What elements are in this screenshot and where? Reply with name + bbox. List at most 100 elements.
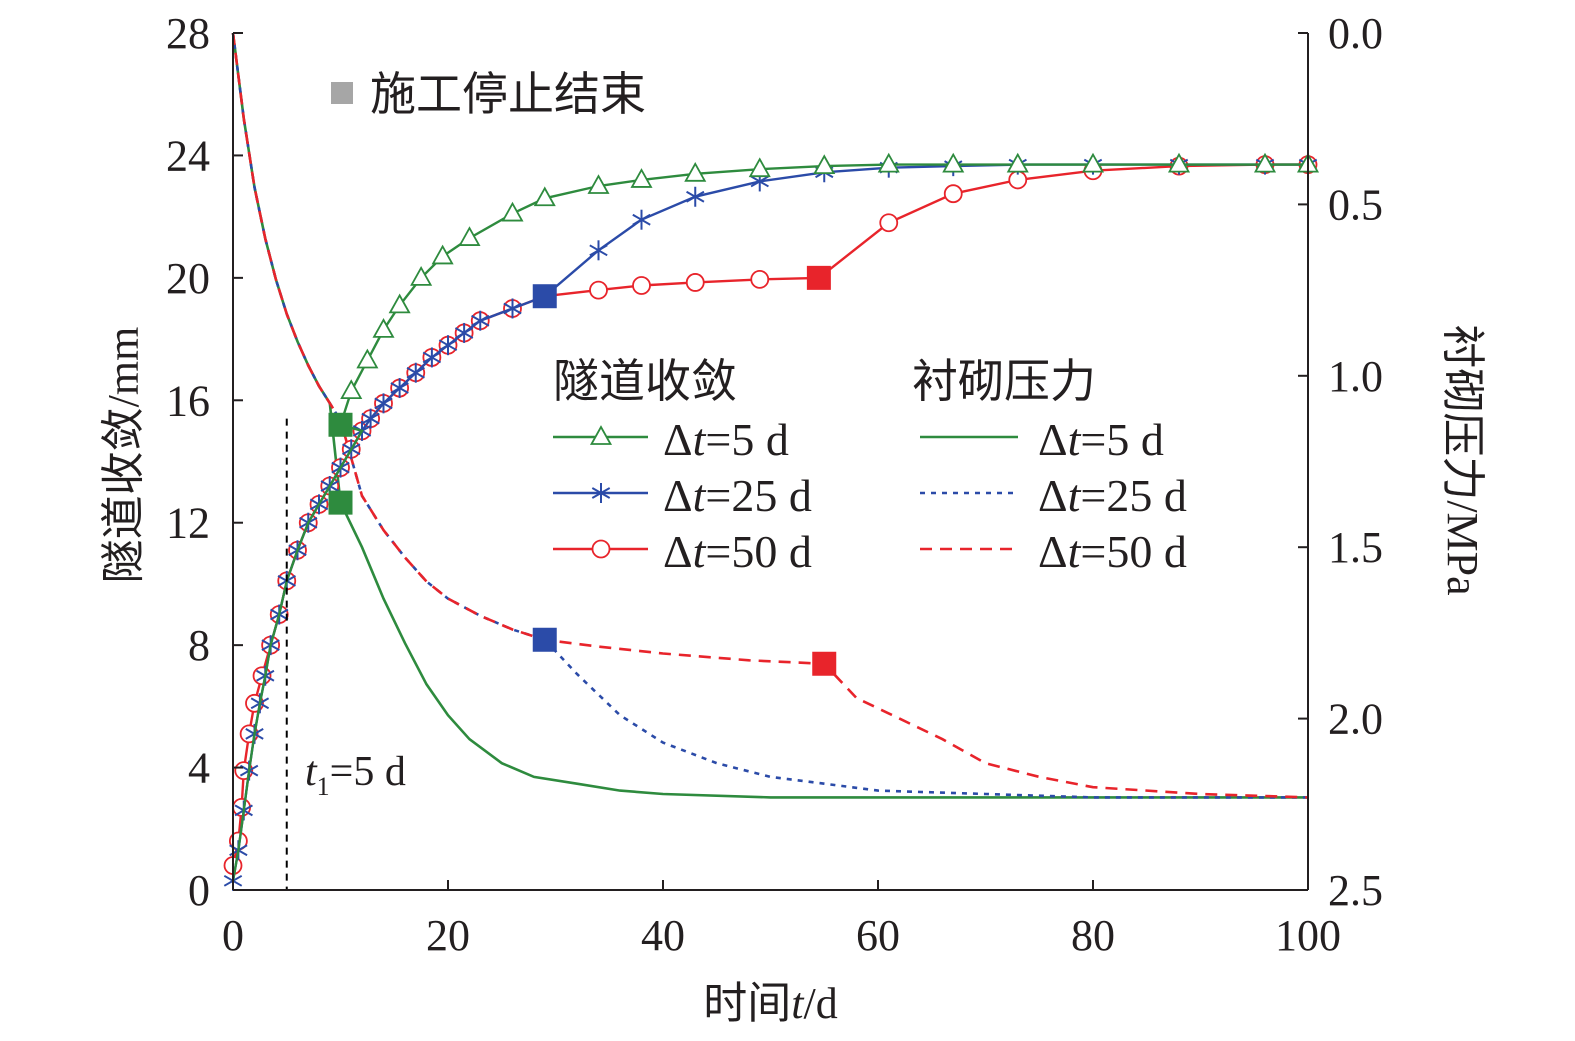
convergence-point-1-27 [589, 240, 608, 261]
convergence-point-0-30-shape [748, 157, 771, 178]
convergence-point-2-29 [685, 273, 705, 292]
convergence-point-0-33-shape [942, 152, 965, 173]
convergence-point-2-6-shape [252, 666, 272, 686]
convergence-point-1-29 [686, 186, 705, 207]
convergence-point-2-33-shape [943, 184, 963, 204]
y-right-axis-title: 衬砌压力/MPa [1438, 324, 1487, 595]
y-left-tick-label-4: 16 [166, 376, 210, 425]
legend-convergence-title: 隧道收敛 [553, 356, 737, 407]
y-right-tick-label-5: 2.5 [1328, 866, 1383, 915]
legend-stop-end-label: 施工停止结束 [370, 69, 646, 120]
convergence-point-0-28 [630, 168, 653, 188]
x-tick-label-4: 80 [1071, 911, 1115, 960]
convergence-point-0-29 [684, 161, 707, 182]
legend-convergence-marker-1-ray-2 [591, 487, 611, 499]
convergence-point-0-32-shape [877, 152, 900, 173]
convergence-point-2-28-shape [632, 276, 651, 295]
convergence-point-2-29-shape [685, 273, 705, 292]
legend-pressure-label-2: Δt=50 d [1038, 526, 1187, 577]
convergence-point-1-23 [454, 322, 474, 343]
stop-end-marker-pressure-0 [328, 490, 353, 515]
legend-pressure-label-0: Δt=5 d [1038, 414, 1164, 465]
y-left-tick-label-3: 12 [166, 499, 210, 548]
plot-area: t1=5 d [223, 32, 1320, 891]
convergence-point-1-21 [422, 347, 442, 368]
y-left-tick-label-2: 8 [188, 621, 210, 670]
pressure-line-2 [231, 32, 1309, 799]
convergence-point-0-34-shape [1006, 152, 1029, 173]
axes: 0 20 40 60 80 100 0 4 8 12 16 20 24 28 0.0 0.5 1.0 1.5 2.0… [99, 9, 1487, 1028]
x-axis-title: 时间t/d [703, 979, 837, 1028]
convergence-point-0-29-shape [684, 161, 707, 182]
convergence-point-0-23-shape [431, 244, 454, 265]
convergence-point-0-36 [1167, 152, 1191, 173]
convergence-point-0-28-shape [630, 168, 653, 188]
convergence-point-0-20-shape [372, 318, 395, 338]
y-left-tick-label-6: 24 [166, 131, 210, 180]
convergence-point-1-24-ray-2 [471, 314, 490, 327]
convergence-point-1-24 [471, 310, 490, 331]
convergence-point-1-19 [390, 378, 409, 399]
legend-convergence-label-2: Δt=50 d [663, 526, 812, 577]
legend-convergence-marker-2 [591, 539, 611, 559]
convergence-point-2-27 [589, 280, 608, 300]
convergence-point-1-20-ray-2 [406, 366, 425, 379]
y-left-tick-label-0: 0 [188, 866, 210, 915]
convergence-point-1-17-ray-2 [361, 412, 380, 425]
convergence-point-2-27-shape [589, 280, 608, 300]
convergence-point-0-33 [942, 152, 965, 173]
convergence-point-1-23-ray-2 [454, 327, 474, 339]
convergence-point-0-22-shape [410, 266, 433, 286]
convergence-point-2-33 [943, 184, 963, 204]
t1-annotation: t1=5 d [305, 749, 406, 801]
convergence-point-1-27-ray-2 [589, 244, 608, 257]
legend-convergence-marker-0-shape [589, 425, 613, 445]
convergence-point-0-20 [372, 318, 395, 338]
y-right-tick-label-2: 1.0 [1328, 352, 1383, 401]
convergence-point-0-26 [533, 186, 556, 207]
y-left-tick-label-5: 20 [166, 254, 210, 303]
legend-convergence-marker-1 [591, 483, 611, 503]
x-tick-label-5: 100 [1275, 911, 1341, 960]
convergence-point-0-27 [587, 174, 610, 194]
y-right-tick-label-0: 0.0 [1328, 9, 1383, 58]
convergence-point-1-20 [406, 362, 425, 383]
convergence-point-0-21-shape [388, 293, 411, 314]
convergence-point-1-17 [361, 408, 380, 429]
convergence-point-1-18-ray-2 [374, 397, 393, 410]
x-tick-label-0: 0 [222, 911, 244, 960]
stop-end-marker-pressure-2 [812, 651, 837, 676]
y-right-tick-label-1: 0.5 [1328, 180, 1383, 229]
convergence-point-0-18 [340, 379, 363, 400]
convergence-point-1-19-ray-2 [390, 382, 409, 394]
stop-end-marker-convergence-2 [806, 265, 831, 290]
x-tick-label-2: 40 [641, 911, 685, 960]
convergence-point-1-22-ray-2 [438, 339, 458, 352]
y-left-tick-label-7: 28 [166, 9, 210, 58]
convergence-point-2-30-shape [750, 269, 770, 289]
convergence-point-0-34 [1006, 152, 1029, 173]
stop-end-marker-pressure-1 [532, 627, 557, 652]
y-right-tick-label-3: 1.5 [1328, 523, 1383, 572]
convergence-point-0-24-shape [458, 226, 481, 246]
convergence-point-1-18 [374, 393, 393, 414]
legend-pressure-title: 衬砌压力 [912, 356, 1096, 407]
stop-end-marker-convergence-1 [532, 284, 557, 309]
convergence-point-2-6 [252, 666, 272, 686]
legend-convergence-label-0: Δt=5 d [663, 414, 789, 465]
convergence-point-0-21 [388, 293, 411, 314]
convergence-point-0-36-shape [1167, 152, 1191, 173]
convergence-point-0-30 [748, 157, 771, 178]
convergence-point-2-32-shape [879, 213, 899, 233]
convergence-point-0-22 [410, 266, 433, 286]
y-right-tick-label-4: 2.0 [1328, 695, 1383, 744]
convergence-point-1-25-ray-2 [503, 302, 522, 315]
convergence-point-0-32 [877, 152, 900, 173]
convergence-point-0-31 [813, 154, 836, 175]
convergence-point-1-21-ray-2 [422, 351, 442, 364]
convergence-point-0-24 [458, 226, 481, 246]
legend-convergence-marker-0 [589, 425, 613, 445]
convergence-point-0-37 [1253, 152, 1277, 173]
